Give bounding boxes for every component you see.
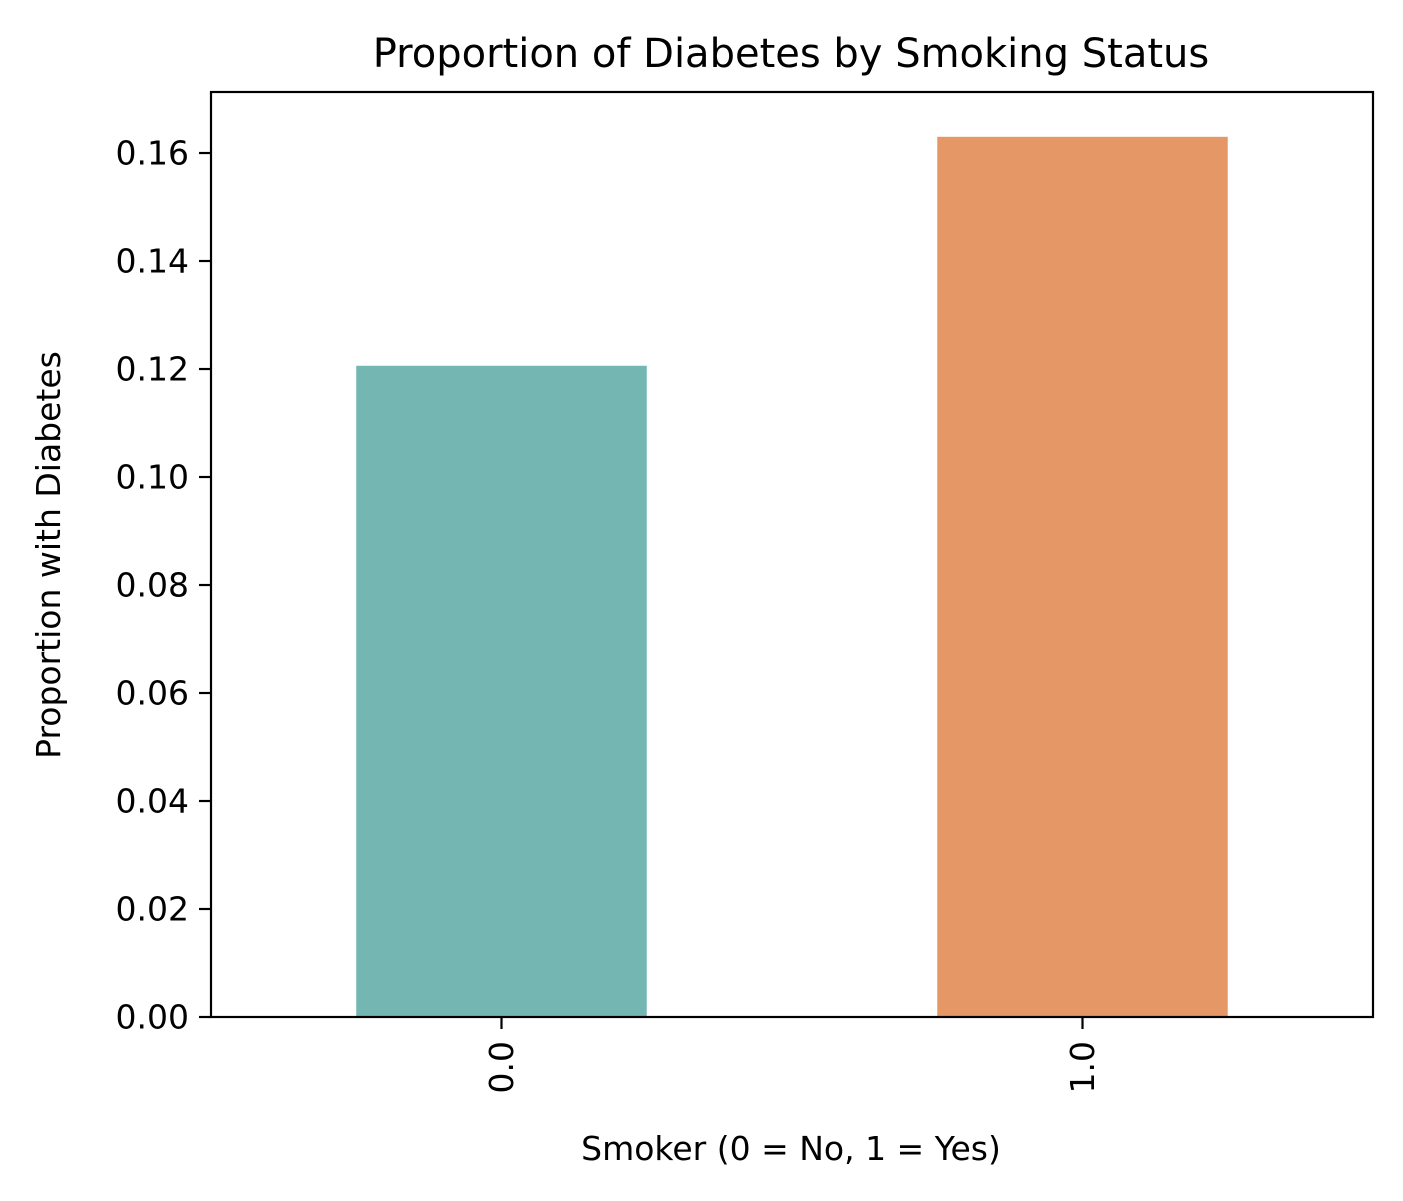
y-axis: 0.00 0.02 0.04 0.06 0.08 0.10 0.12 0.14 0.16 [116, 134, 211, 1037]
x-tick-label: 1.0 [1063, 1041, 1102, 1093]
y-tick-label: 0.12 [116, 350, 189, 389]
y-tick-label: 0.04 [116, 782, 189, 821]
chart-title: Proportion of Diabetes by Smoking Status [373, 31, 1209, 77]
y-tick-label: 0.02 [116, 890, 189, 929]
y-tick-label: 0.00 [116, 998, 189, 1037]
bar-0.0 [356, 365, 647, 1018]
plot-frame [209, 90, 1375, 1019]
x-axis-label: Smoker (0 = No, 1 = Yes) [581, 1129, 1001, 1168]
y-tick-label: 0.06 [116, 674, 189, 713]
bars-group [356, 136, 1228, 1018]
y-tick-label: 0.10 [116, 458, 189, 497]
y-tick-label: 0.14 [116, 242, 189, 281]
x-axis: 0.0 1.0 [482, 1017, 1102, 1093]
y-axis-label: Proportion with Diabetes [29, 351, 68, 759]
y-tick-label: 0.08 [116, 566, 189, 605]
y-tick-label: 0.16 [116, 134, 189, 173]
x-tick-label: 0.0 [482, 1041, 521, 1093]
bar-1.0 [937, 136, 1228, 1017]
